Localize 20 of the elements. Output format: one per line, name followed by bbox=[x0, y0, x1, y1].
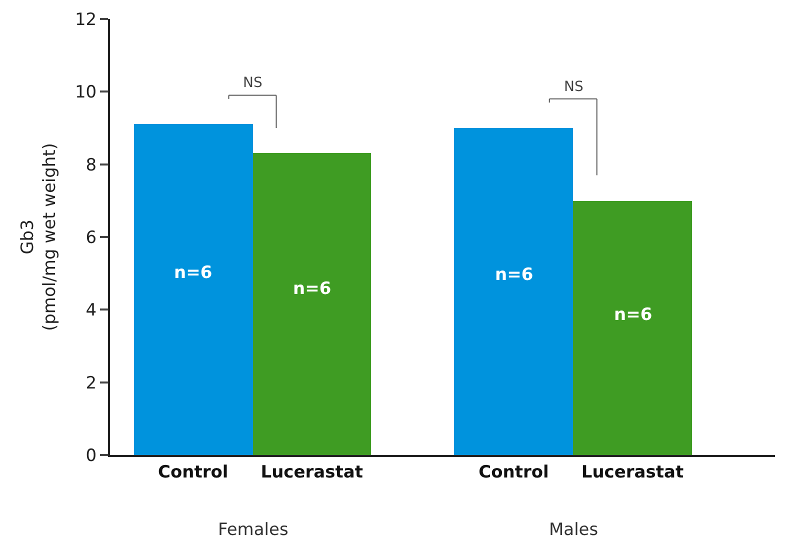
y-tick-label: 10 bbox=[74, 82, 97, 103]
text: Males bbox=[549, 520, 598, 540]
annotation: n=6 bbox=[293, 279, 332, 299]
x-tick-label: Lucerastat bbox=[260, 462, 363, 482]
x-tick-label: Control bbox=[158, 462, 228, 482]
annotation: NS bbox=[564, 79, 584, 95]
y-tick-label: 12 bbox=[74, 10, 97, 30]
x-tick-label: Lucerastat bbox=[581, 462, 684, 482]
annotation: n=6 bbox=[495, 265, 534, 285]
annotation: n=6 bbox=[614, 305, 652, 325]
y-tick-label: 4 bbox=[86, 300, 97, 321]
annotation: NS bbox=[243, 75, 262, 91]
y-tick-label: 8 bbox=[86, 155, 97, 176]
y-tick-label: 6 bbox=[86, 228, 97, 248]
annotation: n=6 bbox=[174, 263, 212, 283]
y-tick-label: 0 bbox=[86, 446, 97, 466]
y-tick-label: 2 bbox=[86, 373, 97, 394]
y-axis-title: Gb3 (pmol/mg wet weight) bbox=[18, 143, 60, 331]
text: Females bbox=[218, 520, 288, 540]
x-tick-label: Control bbox=[478, 462, 549, 482]
